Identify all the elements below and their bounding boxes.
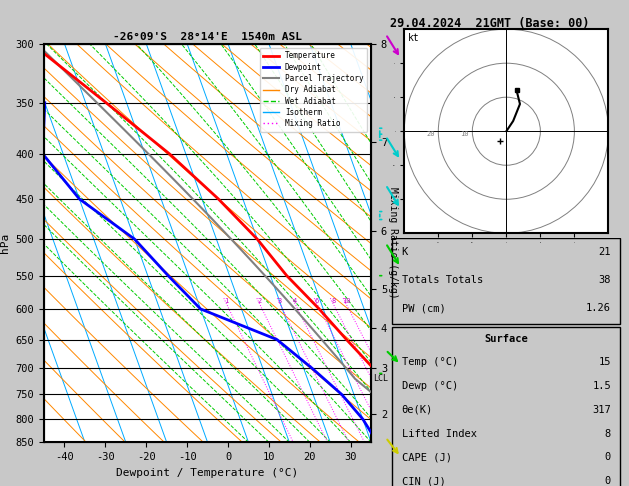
Bar [392, 327, 620, 486]
Text: 10: 10 [460, 131, 469, 138]
Text: 317: 317 [593, 405, 611, 415]
Bar [392, 238, 620, 325]
Text: CAPE (J): CAPE (J) [402, 452, 452, 463]
Text: 15: 15 [599, 358, 611, 367]
Text: 8: 8 [605, 429, 611, 439]
Text: 1.26: 1.26 [586, 303, 611, 313]
Text: 10: 10 [342, 298, 350, 304]
Text: LCL: LCL [373, 374, 388, 383]
Y-axis label: hPa: hPa [0, 233, 10, 253]
Title: -26°09'S  28°14'E  1540m ASL: -26°09'S 28°14'E 1540m ASL [113, 32, 302, 42]
Text: 29.04.2024  21GMT (Base: 00): 29.04.2024 21GMT (Base: 00) [390, 17, 589, 30]
Text: Temp (°C): Temp (°C) [402, 358, 458, 367]
Text: 21: 21 [599, 247, 611, 257]
Text: 3: 3 [278, 298, 282, 304]
Text: 1.5: 1.5 [593, 381, 611, 391]
Text: PW (cm): PW (cm) [402, 303, 445, 313]
Text: Totals Totals: Totals Totals [402, 275, 483, 285]
Text: 38: 38 [599, 275, 611, 285]
Text: kt: kt [408, 33, 420, 43]
Text: 8: 8 [331, 298, 335, 304]
Text: Lifted Index: Lifted Index [402, 429, 477, 439]
Text: Dewp (°C): Dewp (°C) [402, 381, 458, 391]
Text: 6: 6 [315, 298, 319, 304]
Text: K: K [402, 247, 408, 257]
Text: Surface: Surface [484, 334, 528, 344]
Legend: Temperature, Dewpoint, Parcel Trajectory, Dry Adiabat, Wet Adiabat, Isotherm, Mi: Temperature, Dewpoint, Parcel Trajectory… [260, 48, 367, 132]
Text: 2: 2 [257, 298, 262, 304]
Text: CIN (J): CIN (J) [402, 476, 445, 486]
Text: 20: 20 [426, 131, 435, 138]
Text: 0: 0 [605, 452, 611, 463]
X-axis label: Dewpoint / Temperature (°C): Dewpoint / Temperature (°C) [116, 468, 299, 478]
Text: θe(K): θe(K) [402, 405, 433, 415]
Y-axis label: Mixing Ratio (g/kg): Mixing Ratio (g/kg) [388, 187, 398, 299]
Text: 1: 1 [225, 298, 229, 304]
Text: 4: 4 [293, 298, 298, 304]
Text: 0: 0 [605, 476, 611, 486]
